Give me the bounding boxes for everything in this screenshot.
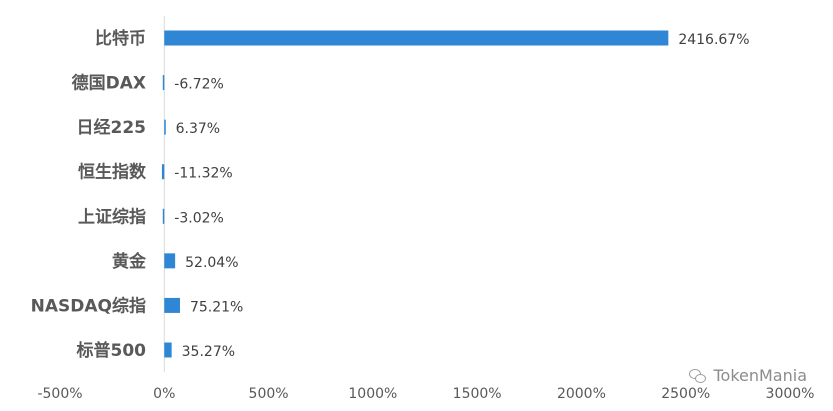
bar <box>164 342 172 358</box>
category-label: 标普500 <box>77 340 147 361</box>
bar <box>164 119 166 135</box>
data-label: 2416.67% <box>678 32 749 48</box>
bar <box>162 208 165 224</box>
x-tick-label: 500% <box>249 386 289 402</box>
bar <box>162 75 165 91</box>
category-label: 日经225 <box>77 117 147 138</box>
bar <box>164 297 180 313</box>
x-tick-label: 1500% <box>453 386 502 402</box>
x-tick-label: 1000% <box>348 386 397 402</box>
x-tick-label: 3000% <box>766 386 815 402</box>
bar <box>161 164 165 180</box>
data-label: 75.21% <box>190 299 243 315</box>
watermark-text: TokenMania <box>713 366 807 385</box>
bar <box>164 253 176 269</box>
category-label: 比特币 <box>95 28 146 49</box>
data-label: -3.02% <box>174 210 224 226</box>
bar <box>164 30 669 46</box>
x-tick-label: 2000% <box>557 386 606 402</box>
data-label: -6.72% <box>174 77 224 93</box>
x-tick-label: 0% <box>153 386 175 402</box>
data-label: -11.32% <box>174 166 232 182</box>
category-label: NASDAQ综指 <box>31 295 146 316</box>
data-label: 52.04% <box>185 255 238 271</box>
watermark: TokenMania <box>689 366 807 385</box>
x-tick-label: -500% <box>37 386 82 402</box>
category-label: 黄金 <box>112 251 147 272</box>
x-tick-label: 2500% <box>661 386 710 402</box>
category-label: 上证综指 <box>78 206 146 227</box>
data-label: 35.27% <box>182 344 235 360</box>
category-label: 恒生指数 <box>78 162 147 183</box>
wechat-icon <box>689 368 707 383</box>
data-label: 6.37% <box>176 121 220 137</box>
category-label: 德国DAX <box>72 73 146 94</box>
